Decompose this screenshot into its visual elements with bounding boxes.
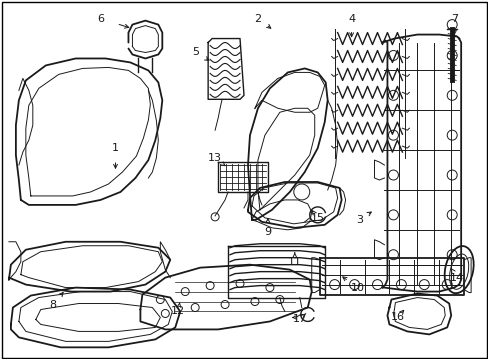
Text: 1: 1: [112, 143, 119, 153]
Text: 6: 6: [97, 14, 104, 24]
Text: 9: 9: [264, 227, 271, 237]
Text: 2: 2: [254, 14, 261, 24]
Text: 17: 17: [292, 314, 306, 324]
Text: 13: 13: [208, 153, 222, 163]
Text: 15: 15: [310, 213, 324, 223]
Text: 11: 11: [287, 257, 301, 267]
Text: 10: 10: [350, 283, 364, 293]
Text: 14: 14: [449, 273, 463, 283]
Text: 4: 4: [347, 14, 354, 24]
Text: 7: 7: [450, 14, 457, 24]
Text: 5: 5: [192, 48, 199, 58]
Text: 12: 12: [171, 306, 185, 316]
Text: 8: 8: [49, 300, 56, 310]
Text: 16: 16: [389, 312, 404, 323]
Text: 3: 3: [355, 215, 362, 225]
